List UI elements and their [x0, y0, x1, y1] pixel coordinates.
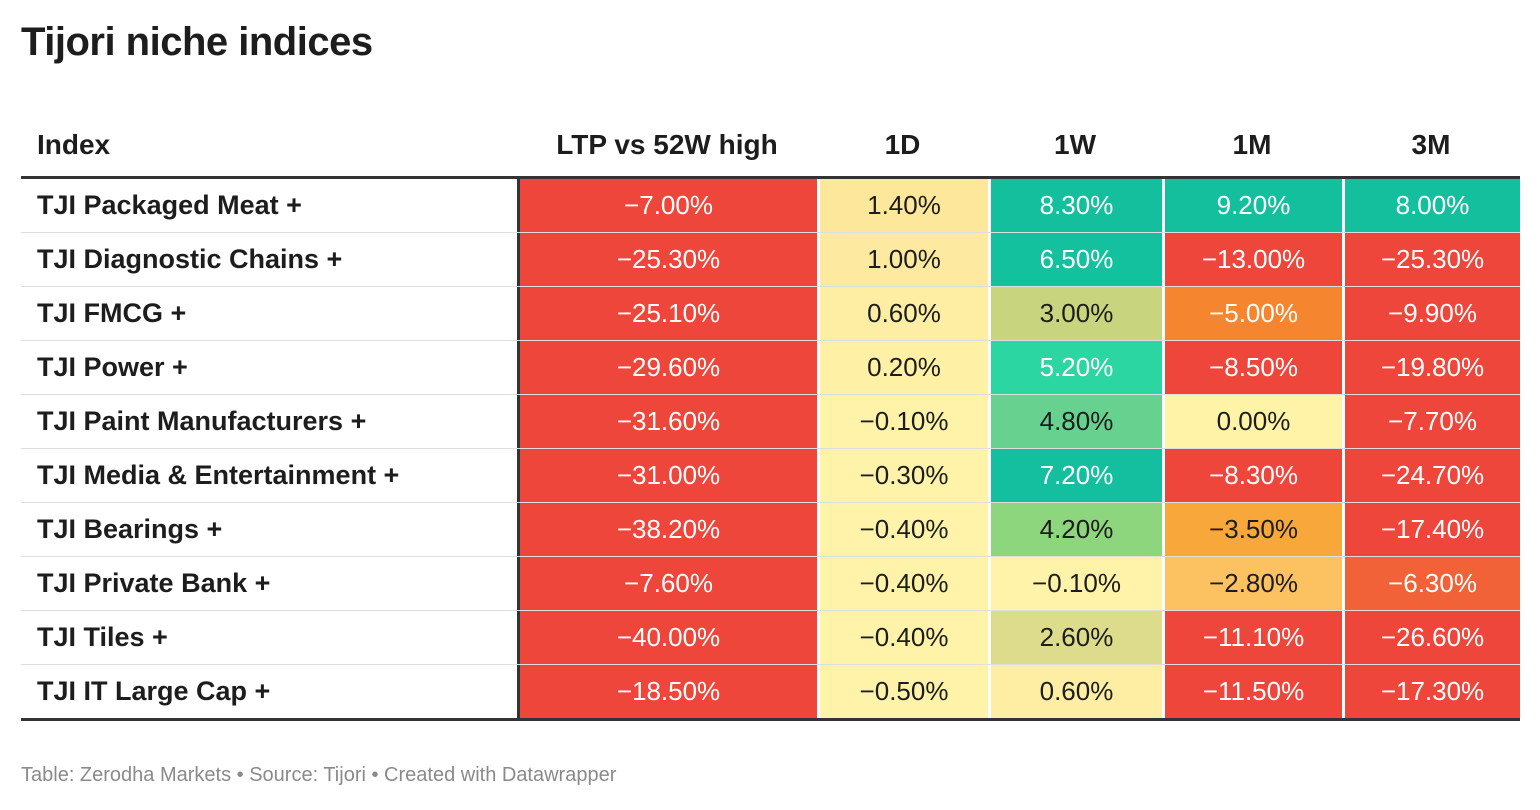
index-name-cell: TJI Private Bank +: [21, 557, 517, 610]
value-cell-1w: 0.60%: [988, 665, 1162, 718]
index-name-cell: TJI Tiles +: [21, 611, 517, 664]
value-cell-3m: −26.60%: [1342, 611, 1520, 664]
value-cell-1m: −2.80%: [1162, 557, 1342, 610]
table-header: Index LTP vs 52W high 1D 1W 1M 3M: [21, 114, 1520, 179]
table-body: TJI Packaged Meat + −7.00% 1.40% 8.30% 9.20%…: [21, 179, 1520, 721]
value-cell-1w: 3.00%: [988, 287, 1162, 340]
value-cell-1d: 0.20%: [817, 341, 988, 394]
index-name-cell: TJI Paint Manufacturers +: [21, 395, 517, 448]
value-cell-ltp-vs-52w-high: −18.50%: [517, 665, 817, 718]
value-cell-ltp-vs-52w-high: −25.10%: [517, 287, 817, 340]
value-cell-ltp-vs-52w-high: −31.00%: [517, 449, 817, 502]
value-cell-1w: 7.20%: [988, 449, 1162, 502]
table-row: TJI Tiles + −40.00% −0.40% 2.60% −11.10% −26.…: [21, 611, 1520, 665]
value-cell-1w: 6.50%: [988, 233, 1162, 286]
value-cell-ltp-vs-52w-high: −7.00%: [517, 179, 817, 232]
value-cell-3m: −17.30%: [1342, 665, 1520, 718]
value-cell-1m: −13.00%: [1162, 233, 1342, 286]
index-name-cell: TJI Power +: [21, 341, 517, 394]
value-cell-3m: −7.70%: [1342, 395, 1520, 448]
value-cell-1d: −0.10%: [817, 395, 988, 448]
value-cell-ltp-vs-52w-high: −40.00%: [517, 611, 817, 664]
index-name-cell: TJI FMCG +: [21, 287, 517, 340]
value-cell-1d: −0.40%: [817, 503, 988, 556]
value-cell-1d: 1.40%: [817, 179, 988, 232]
header-ltp-vs-52w-high[interactable]: LTP vs 52W high: [556, 129, 778, 160]
value-cell-3m: −25.30%: [1342, 233, 1520, 286]
value-cell-3m: −6.30%: [1342, 557, 1520, 610]
value-cell-3m: −19.80%: [1342, 341, 1520, 394]
table-row: TJI Media & Entertainment + −31.00% −0.30%…: [21, 449, 1520, 503]
value-cell-1w: 4.20%: [988, 503, 1162, 556]
header-1d[interactable]: 1D: [884, 129, 921, 160]
value-cell-ltp-vs-52w-high: −25.30%: [517, 233, 817, 286]
table-row: TJI Power + −29.60% 0.20% 5.20% −8.50% −19.80…: [21, 341, 1520, 395]
value-cell-1d: −0.30%: [817, 449, 988, 502]
value-cell-3m: −24.70%: [1342, 449, 1520, 502]
table-row: TJI Bearings + −38.20% −0.40% 4.20% −3.50% −1…: [21, 503, 1520, 557]
index-name-cell: TJI Diagnostic Chains +: [21, 233, 517, 286]
value-cell-1m: −11.10%: [1162, 611, 1342, 664]
value-cell-1d: −0.50%: [817, 665, 988, 718]
chart-title: Tijori niche indices: [21, 20, 373, 64]
value-cell-1w: 8.30%: [988, 179, 1162, 232]
table-row: TJI Packaged Meat + −7.00% 1.40% 8.30% 9.20%…: [21, 179, 1520, 233]
index-name-cell: TJI IT Large Cap +: [21, 665, 517, 718]
value-cell-1d: 1.00%: [817, 233, 988, 286]
value-cell-3m: −9.90%: [1342, 287, 1520, 340]
footer-credits: Table: Zerodha Markets • Source: Tijori …: [21, 764, 617, 786]
value-cell-1m: −8.50%: [1162, 341, 1342, 394]
value-cell-ltp-vs-52w-high: −29.60%: [517, 341, 817, 394]
value-cell-ltp-vs-52w-high: −31.60%: [517, 395, 817, 448]
index-name-cell: TJI Media & Entertainment +: [21, 449, 517, 502]
value-cell-1m: 9.20%: [1162, 179, 1342, 232]
index-name-cell: TJI Packaged Meat +: [21, 179, 517, 232]
index-name-cell: TJI Bearings +: [21, 503, 517, 556]
value-cell-1m: 0.00%: [1162, 395, 1342, 448]
value-cell-3m: −17.40%: [1342, 503, 1520, 556]
table-row: TJI IT Large Cap + −18.50% −0.50% 0.60% −11.…: [21, 665, 1520, 721]
value-cell-1m: −3.50%: [1162, 503, 1342, 556]
value-cell-1d: −0.40%: [817, 557, 988, 610]
header-1w[interactable]: 1W: [1054, 129, 1096, 160]
table-row: TJI Private Bank + −7.60% −0.40% −0.10% −2.8…: [21, 557, 1520, 611]
value-cell-1w: 4.80%: [988, 395, 1162, 448]
value-cell-3m: 8.00%: [1342, 179, 1520, 232]
value-cell-ltp-vs-52w-high: −38.20%: [517, 503, 817, 556]
table-row: TJI Paint Manufacturers + −31.60% −0.10% 4.…: [21, 395, 1520, 449]
indices-table: Index LTP vs 52W high 1D 1W 1M 3M TJI Pa…: [21, 114, 1520, 721]
header-index[interactable]: Index: [37, 129, 111, 160]
value-cell-1w: 5.20%: [988, 341, 1162, 394]
header-3m[interactable]: 3M: [1411, 129, 1451, 160]
value-cell-1d: 0.60%: [817, 287, 988, 340]
value-cell-1w: 2.60%: [988, 611, 1162, 664]
value-cell-1m: −8.30%: [1162, 449, 1342, 502]
table-row: TJI FMCG + −25.10% 0.60% 3.00% −5.00% −9.90%: [21, 287, 1520, 341]
value-cell-1m: −5.00%: [1162, 287, 1342, 340]
value-cell-1m: −11.50%: [1162, 665, 1342, 718]
value-cell-1d: −0.40%: [817, 611, 988, 664]
value-cell-ltp-vs-52w-high: −7.60%: [517, 557, 817, 610]
header-1m[interactable]: 1M: [1232, 129, 1272, 160]
value-cell-1w: −0.10%: [988, 557, 1162, 610]
table-row: TJI Diagnostic Chains + −25.30% 1.00% 6.50%…: [21, 233, 1520, 287]
